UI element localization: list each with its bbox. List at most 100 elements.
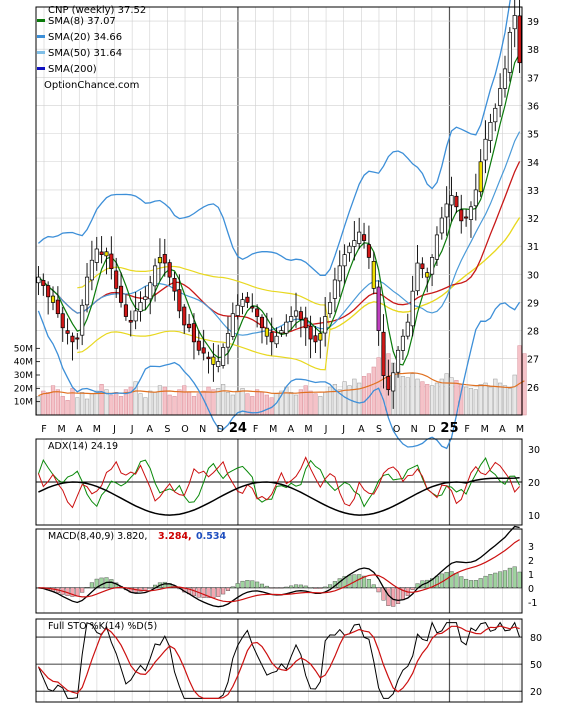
- volume-tick-label: 10M: [14, 398, 33, 408]
- volume-bar: [376, 357, 381, 416]
- candle-body: [361, 234, 367, 241]
- volume-bar: [483, 382, 488, 416]
- macd-histogram-bar: [143, 587, 148, 591]
- candle-body: [449, 195, 454, 206]
- macd-histogram-bar: [512, 566, 517, 589]
- volume-bar: [225, 392, 231, 416]
- candle-body: [191, 323, 197, 343]
- macd-histogram-bar: [225, 587, 231, 591]
- volume-bar: [60, 396, 65, 416]
- candle-body: [65, 330, 70, 334]
- macd-histogram-bar: [201, 587, 206, 598]
- candle-body: [502, 68, 508, 89]
- volume-bar: [439, 378, 444, 416]
- macd-histogram-bar: [109, 579, 114, 589]
- volume-bar: [434, 382, 440, 416]
- candle-body: [357, 231, 362, 244]
- macd-histogram-bar: [99, 577, 104, 589]
- macd-histogram-bar: [313, 587, 318, 589]
- x-tick-label: O: [393, 424, 400, 435]
- volume-bar: [182, 385, 187, 416]
- volume-bar: [298, 389, 303, 416]
- envelope-line-lower: [77, 217, 521, 371]
- volume-bar: [46, 392, 51, 416]
- macd-histogram-bar: [221, 587, 226, 595]
- volume-bar: [109, 394, 114, 416]
- x-tick-label: S: [376, 424, 382, 435]
- legend-sma200: SMA(200): [48, 64, 97, 75]
- candle-body: [259, 316, 265, 329]
- x-tick-label: M: [304, 424, 312, 435]
- macd-histogram-bar: [80, 587, 85, 593]
- macd-histogram-bar: [488, 574, 493, 588]
- macd-histogram-bar: [493, 572, 498, 589]
- candle-body: [206, 356, 211, 360]
- sto-label: Full STO %K(14) %D(5): [48, 621, 157, 632]
- candle-body: [235, 304, 240, 316]
- x-tick-label: A: [358, 424, 365, 435]
- macd-histogram-bar: [216, 587, 221, 597]
- candle-body: [230, 313, 235, 337]
- candle-body: [430, 257, 435, 275]
- candle-body: [459, 209, 464, 222]
- volume-bar: [473, 389, 478, 416]
- macd-histogram-bar: [362, 575, 367, 589]
- x-tick-label: 24: [229, 421, 247, 436]
- macd-histogram-bar: [459, 576, 464, 589]
- x-tick-label: J: [130, 424, 134, 435]
- price-tick-label: 26: [527, 383, 539, 394]
- volume-bar: [293, 394, 299, 416]
- candle-body: [507, 31, 512, 73]
- x-tick-label: 25: [440, 421, 458, 436]
- x-tick-label: F: [41, 424, 46, 435]
- volume-bar: [94, 390, 99, 416]
- candle-body: [313, 335, 318, 343]
- macd-tick-label: 3: [528, 542, 534, 553]
- macd-histogram-bar: [191, 587, 196, 597]
- macd-histogram-bar: [211, 587, 216, 598]
- candle-body: [420, 263, 425, 270]
- legend-sma8: SMA(8) 37.07: [48, 16, 116, 27]
- macd-signal-line: [38, 539, 520, 603]
- macd-histogram-bar: [308, 587, 313, 589]
- volume-bar: [36, 396, 41, 416]
- candle-body: [478, 161, 483, 193]
- candle-body: [225, 333, 231, 348]
- volume-bar: [405, 377, 410, 416]
- macd-histogram-bar: [75, 587, 80, 597]
- volume-tick-label: 50M: [14, 344, 33, 354]
- volume-bar: [517, 345, 522, 416]
- candle-body: [391, 372, 396, 392]
- macd-signal-value: 3.284,: [158, 531, 192, 542]
- candle-body: [216, 361, 221, 367]
- macd-histogram-bar: [274, 587, 279, 589]
- macd-histogram-bar: [434, 575, 439, 588]
- candle-body: [337, 265, 342, 282]
- candle-body: [444, 203, 449, 218]
- volume-bar: [177, 389, 182, 416]
- price-tick-label: 35: [527, 130, 539, 141]
- macd-tick-label: -1: [528, 598, 537, 609]
- candle-body: [104, 251, 109, 257]
- candle-body: [376, 286, 381, 331]
- candle-body: [128, 319, 133, 323]
- candle-body: [473, 189, 478, 207]
- sto-tick-label: 20: [530, 687, 542, 698]
- volume-bar: [167, 394, 172, 416]
- candle-body: [162, 254, 167, 264]
- macd-tick-label: 2: [528, 556, 534, 567]
- candle-body: [308, 325, 313, 340]
- macd-histogram-bar: [396, 587, 401, 604]
- candle-body: [250, 306, 255, 309]
- candle-body: [483, 138, 488, 161]
- macd-histogram-bar: [269, 587, 274, 589]
- candle-body: [400, 335, 405, 351]
- adx-tick-label: 10: [528, 511, 540, 522]
- candle-body: [284, 321, 289, 334]
- volume-tick-label: 20M: [14, 384, 33, 394]
- candle-body: [211, 356, 216, 365]
- x-tick-label: S: [164, 424, 170, 435]
- volume-bar: [196, 393, 201, 416]
